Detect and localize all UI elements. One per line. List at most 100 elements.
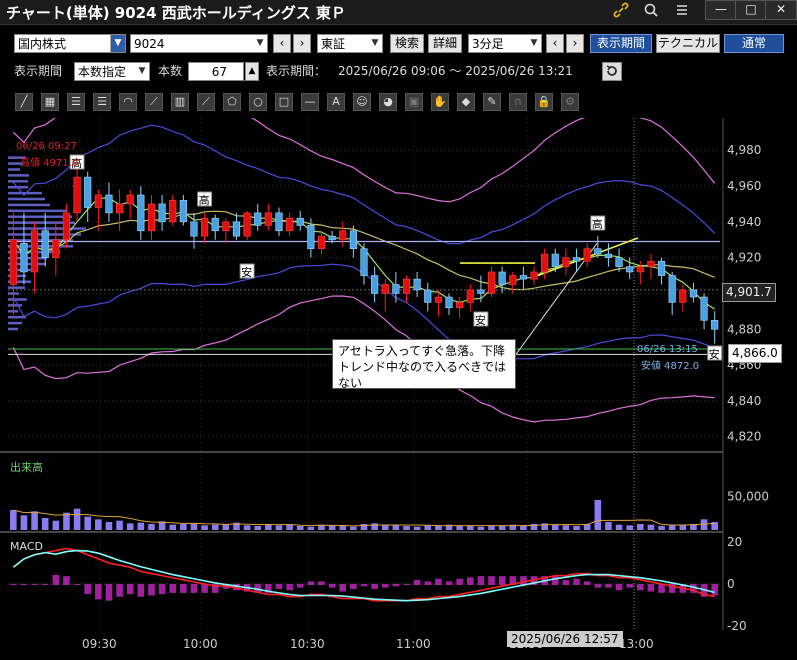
code-input[interactable]: 9024 ▼	[130, 34, 268, 53]
text-tool-button[interactable]: A	[327, 93, 345, 111]
chart-area[interactable]: 4,8204,8404,8604,8804,9004,9204,9404,960…	[0, 118, 797, 660]
volume-bar	[328, 525, 336, 530]
gann-fan-tool-button[interactable]: ⟋	[197, 93, 215, 111]
next-period-button[interactable]: ›	[566, 34, 584, 53]
volume-bar	[275, 525, 283, 530]
macd-histogram-bar	[275, 584, 283, 589]
volume-bar	[700, 519, 708, 530]
candle	[339, 230, 347, 241]
volume-bar	[201, 525, 208, 530]
count-input-value: 67	[211, 65, 227, 79]
candle	[562, 257, 570, 267]
close-button[interactable]: ✕	[765, 0, 797, 20]
count-input[interactable]: 67	[188, 62, 244, 81]
cursor-time-label: 2025/06/26 12:57	[507, 631, 623, 647]
copy-tool-button[interactable]: ▣	[405, 93, 423, 111]
edit-tool-button[interactable]: ✎	[483, 93, 501, 111]
volume-bar	[424, 525, 432, 530]
vline-set-tool-button[interactable]: ☰	[93, 93, 111, 111]
period-mode-select[interactable]: 本数指定 ▼	[74, 62, 150, 81]
macd-histogram-bar	[520, 576, 527, 585]
link-icon[interactable]	[611, 2, 631, 22]
technical-button[interactable]: テクニカル	[656, 34, 720, 53]
volume-bar	[10, 510, 17, 530]
candle	[137, 194, 145, 232]
candle	[307, 225, 315, 249]
fibo-arc-tool-button[interactable]: ◠	[119, 93, 137, 111]
volume-bar	[243, 525, 251, 530]
search-button[interactable]: 検索	[390, 34, 424, 53]
period-toolbar: 表示期間 本数指定 ▼ 本数 67 ▲ 表示期間： 2025/06/26 09:…	[0, 62, 797, 83]
macd-histogram-bar	[488, 576, 495, 585]
lock-tool-button[interactable]: 🔒	[535, 93, 553, 111]
macd-histogram-bar	[328, 584, 336, 588]
hline-tool-button[interactable]: —	[301, 93, 319, 111]
line-tool-button[interactable]: ╱	[15, 93, 33, 111]
fibo-time-tool-button[interactable]: ▥	[171, 93, 189, 111]
volume-bar	[148, 524, 155, 530]
pentagon-tool-button[interactable]: ⬠	[223, 93, 241, 111]
candle	[509, 275, 517, 285]
period-button[interactable]: 表示期間	[590, 34, 652, 53]
volume-profile-bar	[8, 197, 45, 201]
candle	[126, 194, 134, 205]
menu-icon[interactable]	[672, 2, 692, 22]
volume-profile-bar	[8, 221, 75, 224]
rect-tool-button[interactable]: □	[275, 93, 293, 111]
volume-bar	[413, 526, 421, 530]
volume-bar	[31, 511, 38, 530]
maximize-button[interactable]: □	[735, 0, 767, 20]
chevron-down-icon: ▼	[368, 35, 382, 52]
exchange-select[interactable]: 東証 ▼	[317, 34, 383, 53]
minimize-button[interactable]: —	[705, 0, 737, 20]
macd-histogram-bar	[350, 584, 357, 589]
chevron-down-icon: ▼	[527, 35, 541, 52]
volume-bar	[350, 526, 357, 530]
icon-tool-button[interactable]: ☺	[353, 93, 371, 111]
volume-bar	[637, 524, 644, 530]
volume-profile-bar	[8, 315, 26, 319]
search-icon[interactable]	[641, 2, 661, 22]
candle	[700, 296, 708, 321]
fibo-fan-tool-button[interactable]: ⟋	[145, 93, 163, 111]
price-tick-label: 4,820	[727, 430, 761, 444]
candle	[190, 221, 198, 237]
macd-histogram-bar	[626, 584, 633, 588]
volume-bar	[498, 526, 506, 530]
candle	[94, 194, 102, 208]
mode-button[interactable]: 通常	[724, 34, 784, 53]
hline-set-tool-button[interactable]: ☰	[67, 93, 85, 111]
magnet-tool-button[interactable]: ∩	[509, 93, 527, 111]
eraser-tool-button[interactable]: ◆	[457, 93, 475, 111]
volume-bar	[41, 518, 49, 530]
macd-histogram-bar	[573, 578, 580, 585]
interval-select[interactable]: 3分足 ▼	[468, 34, 542, 53]
annotation-note[interactable]: アセトラ入ってすぐ急落。下降トレンド中なので入るべきではない	[332, 339, 516, 390]
candle	[286, 217, 294, 232]
settings-tool-button[interactable]: ⚙	[561, 93, 579, 111]
parallel-tool-button[interactable]: ▦	[41, 93, 59, 111]
macd-histogram-bar	[424, 581, 432, 585]
macd-histogram-bar	[20, 584, 28, 585]
detail-button[interactable]: 詳細	[428, 34, 462, 53]
candle	[615, 257, 623, 267]
circle-tool-button[interactable]: ○	[249, 93, 267, 111]
macd-histogram-bar	[594, 584, 602, 588]
volume-bar	[286, 524, 293, 530]
paint-tool-button[interactable]: ◕	[379, 93, 397, 111]
next-code-button[interactable]: ›	[293, 34, 311, 53]
candle	[626, 266, 634, 273]
hand-tool-button[interactable]: ✋	[431, 93, 449, 111]
macd-histogram-bar	[615, 584, 623, 591]
time-tick-label: 10:30	[290, 637, 325, 651]
prev-period-button[interactable]: ‹	[546, 34, 564, 53]
candle	[498, 271, 506, 285]
macd-histogram-bar	[296, 584, 304, 588]
macd-histogram-bar	[583, 581, 591, 585]
market-select[interactable]: 国内株式 ▼	[14, 34, 126, 53]
count-stepper[interactable]: ▲	[245, 62, 259, 81]
prev-code-button[interactable]: ‹	[273, 34, 291, 53]
candle	[551, 253, 559, 267]
macd-histogram-bar	[148, 584, 155, 596]
refresh-icon[interactable]	[602, 62, 622, 81]
